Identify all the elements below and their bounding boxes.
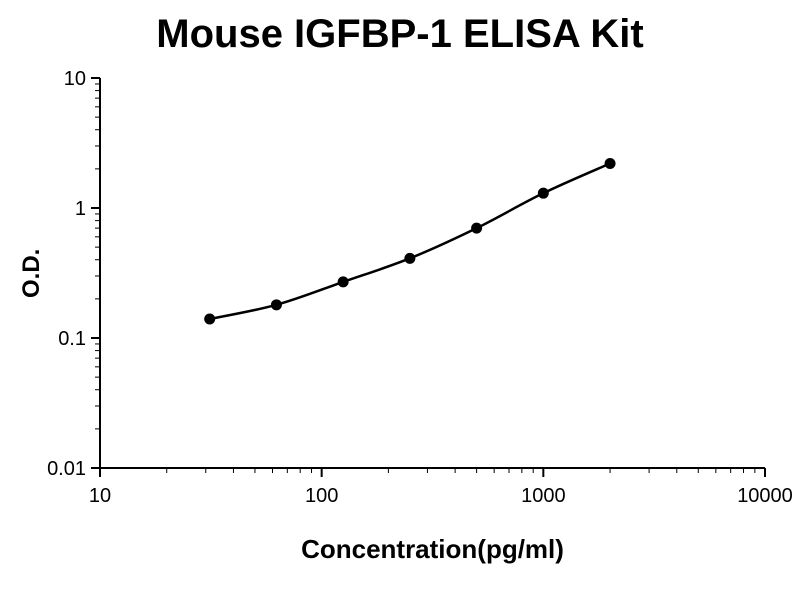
svg-text:0.01: 0.01 <box>47 458 86 480</box>
svg-text:1000: 1000 <box>521 485 566 507</box>
svg-text:10: 10 <box>64 68 86 90</box>
svg-text:100: 100 <box>305 485 338 507</box>
chart-title: Mouse IGFBP-1 ELISA Kit <box>156 12 644 56</box>
svg-text:1: 1 <box>75 198 86 220</box>
svg-text:0.1: 0.1 <box>58 328 86 350</box>
svg-text:10: 10 <box>89 485 111 507</box>
x-axis-label: Concentration(pg/ml) <box>301 534 564 564</box>
svg-text:10000: 10000 <box>737 485 793 507</box>
